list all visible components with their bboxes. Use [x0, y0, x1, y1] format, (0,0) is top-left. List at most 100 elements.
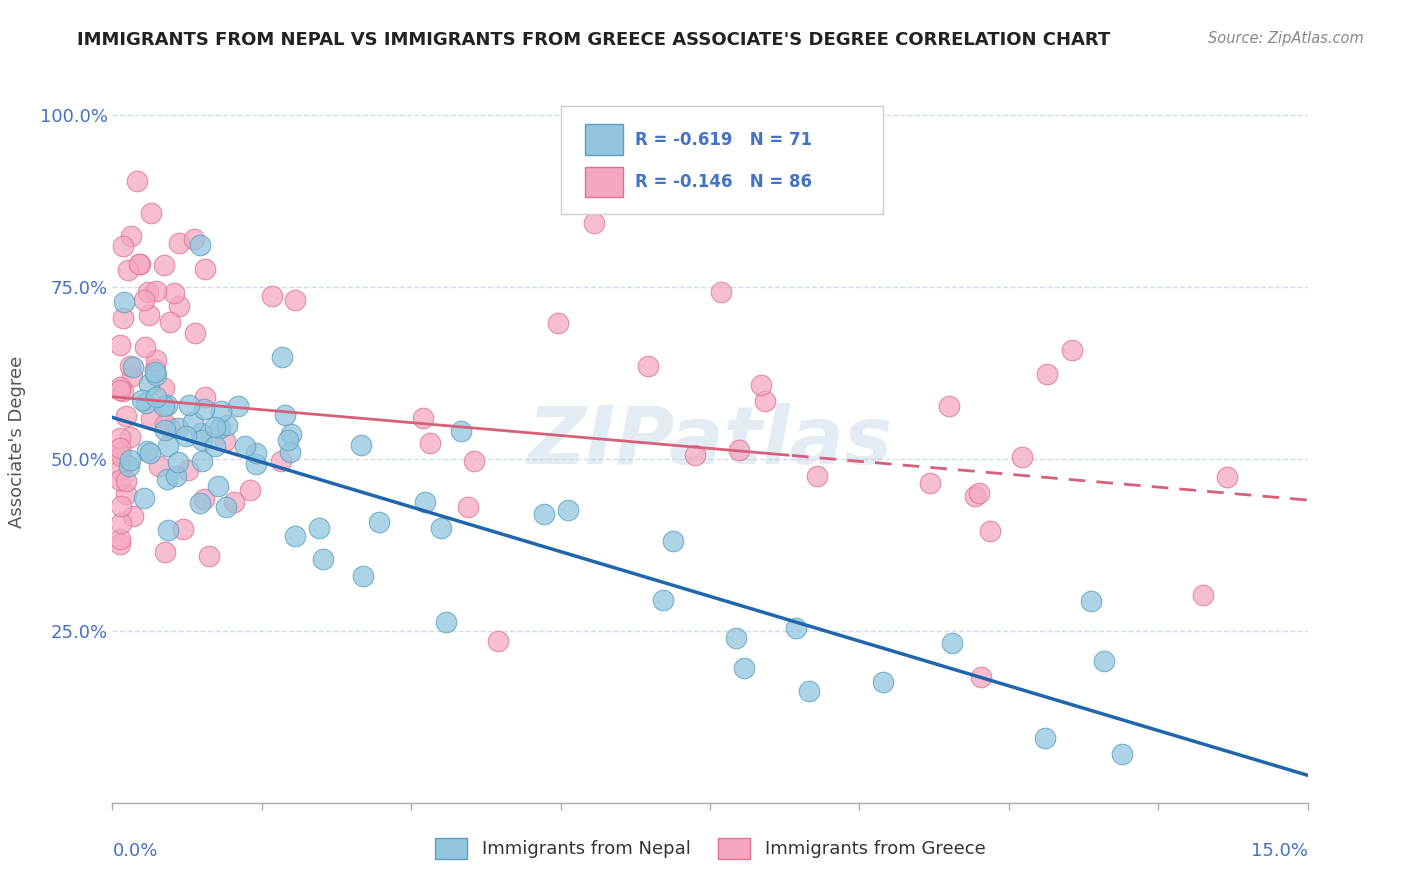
Point	[245, 458, 267, 472]
Point	[193, 402, 215, 417]
Point	[727, 442, 749, 457]
Point	[129, 257, 152, 271]
Point	[191, 453, 214, 467]
Point	[418, 436, 440, 450]
Point	[308, 520, 330, 534]
Point	[197, 549, 219, 564]
Point	[145, 368, 167, 382]
Text: R = -0.146   N = 86: R = -0.146 N = 86	[634, 173, 811, 191]
Point	[450, 424, 472, 438]
Point	[194, 262, 217, 277]
Point	[127, 174, 149, 188]
Point	[194, 391, 217, 405]
Point	[311, 551, 333, 566]
Point	[172, 522, 194, 536]
Point	[430, 521, 453, 535]
Point	[174, 429, 197, 443]
Point	[141, 411, 163, 425]
Point	[131, 392, 153, 407]
Point	[245, 445, 267, 459]
Point	[118, 459, 141, 474]
Point	[1011, 450, 1033, 464]
Point	[733, 661, 755, 675]
Point	[710, 285, 733, 299]
Point	[1080, 594, 1102, 608]
Point	[152, 399, 174, 413]
Point	[159, 421, 181, 435]
Point	[652, 592, 675, 607]
Point	[136, 443, 159, 458]
Point	[183, 232, 205, 246]
Point	[159, 316, 181, 330]
Point	[214, 500, 236, 514]
Point	[806, 469, 828, 483]
Point	[110, 473, 132, 487]
Point	[262, 289, 284, 303]
Point	[204, 420, 226, 434]
Point	[938, 399, 960, 413]
Point	[156, 472, 179, 486]
Point	[1191, 588, 1213, 602]
Point	[965, 489, 987, 503]
Point	[979, 524, 1001, 538]
Point	[110, 445, 132, 459]
Point	[177, 463, 200, 477]
Point	[138, 308, 160, 322]
Point	[153, 417, 176, 432]
Point	[190, 425, 212, 440]
Point	[120, 430, 142, 444]
Point	[273, 408, 295, 422]
Point	[233, 439, 256, 453]
Point	[1092, 654, 1115, 668]
Point	[224, 495, 246, 509]
Point	[1111, 747, 1133, 761]
Point	[110, 449, 132, 463]
Point	[207, 479, 229, 493]
Point	[136, 285, 159, 300]
Point	[110, 383, 132, 397]
FancyBboxPatch shape	[585, 124, 623, 154]
Point	[110, 532, 132, 546]
Point	[139, 206, 162, 220]
Legend: Immigrants from Nepal, Immigrants from Greece: Immigrants from Nepal, Immigrants from G…	[427, 830, 993, 866]
Point	[208, 421, 231, 435]
Point	[122, 508, 145, 523]
Point	[209, 403, 232, 417]
Point	[352, 568, 374, 582]
Point	[115, 487, 138, 501]
Point	[145, 390, 167, 404]
Point	[785, 621, 807, 635]
Point	[112, 239, 135, 253]
Point	[167, 299, 190, 313]
Point	[284, 293, 307, 307]
Point	[270, 351, 292, 365]
Point	[135, 396, 157, 410]
Point	[112, 294, 135, 309]
Y-axis label: Associate's Degree: Associate's Degree	[7, 355, 25, 528]
Point	[163, 285, 186, 300]
Point	[754, 393, 776, 408]
Point	[920, 475, 942, 490]
Point	[284, 529, 307, 543]
Point	[156, 438, 179, 452]
Point	[110, 380, 132, 394]
Point	[350, 437, 373, 451]
Point	[214, 434, 236, 448]
Point	[228, 399, 250, 413]
Point	[156, 524, 179, 538]
Point	[239, 483, 262, 497]
Point	[412, 410, 434, 425]
Text: Source: ZipAtlas.com: Source: ZipAtlas.com	[1208, 31, 1364, 46]
Point	[278, 445, 301, 459]
Point	[143, 361, 166, 376]
Point	[191, 433, 214, 447]
Text: IMMIGRANTS FROM NEPAL VS IMMIGRANTS FROM GREECE ASSOCIATE'S DEGREE CORRELATION C: IMMIGRANTS FROM NEPAL VS IMMIGRANTS FROM…	[77, 31, 1111, 49]
Point	[486, 634, 509, 648]
Point	[751, 377, 773, 392]
Point	[184, 326, 207, 341]
Point	[148, 459, 170, 474]
Point	[143, 365, 166, 379]
Point	[121, 360, 143, 375]
Point	[153, 258, 176, 272]
Point	[110, 537, 132, 551]
